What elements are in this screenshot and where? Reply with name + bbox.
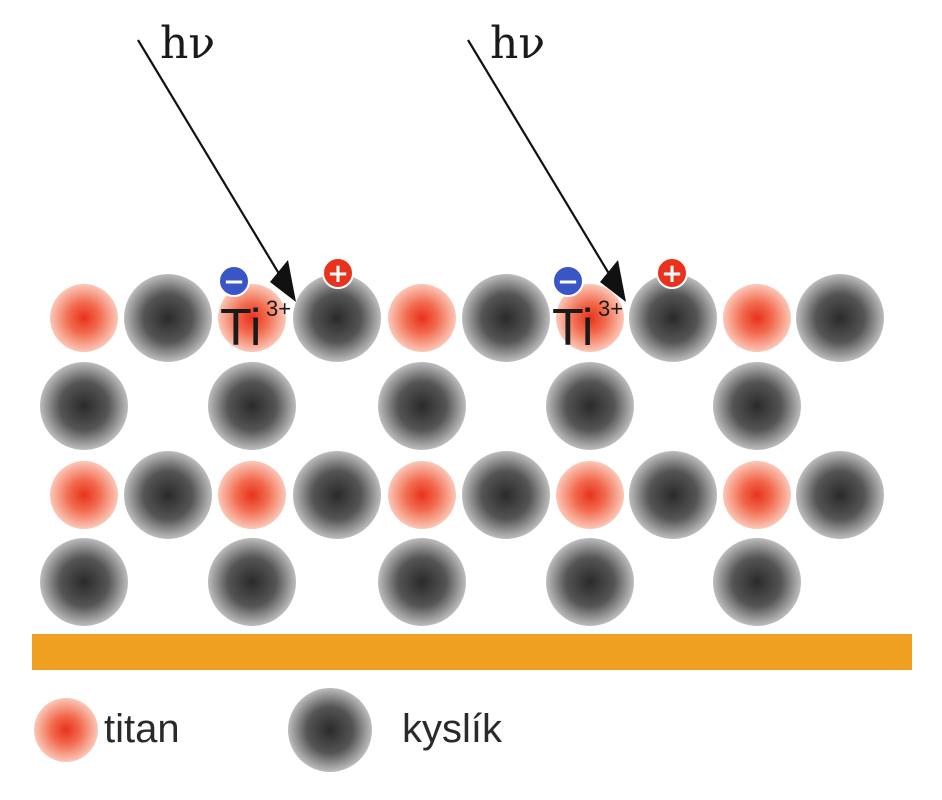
photon-arrowhead-right (600, 260, 626, 302)
titanium-atom (723, 284, 791, 352)
oxygen-atom (713, 362, 801, 450)
titanium-atom (50, 284, 118, 352)
titanium-atom (388, 284, 456, 352)
electron-marker-right: − (552, 265, 584, 297)
oxygen-atom (208, 362, 296, 450)
titanium-atom (50, 461, 118, 529)
atom-row-2 (40, 362, 801, 450)
electron-sign: − (223, 267, 245, 297)
electron-marker-left: − (218, 265, 250, 297)
titanium-atom (556, 284, 624, 352)
oxygen-atom (713, 538, 801, 626)
photon-arrow-left (137, 39, 291, 293)
photon-arrowhead-left (270, 260, 296, 302)
oxygen-atom (208, 538, 296, 626)
hole-sign: + (661, 259, 683, 289)
oxygen-atom (40, 538, 128, 626)
titanium-atom (388, 461, 456, 529)
legend-titanium-swatch (34, 698, 98, 762)
oxygen-atom (378, 362, 466, 450)
hole-marker-right: + (656, 257, 688, 289)
oxygen-atom (796, 451, 884, 539)
hole-marker-left: + (322, 257, 354, 289)
substrate-layer (32, 634, 912, 670)
titanium-atom (556, 461, 624, 529)
oxygen-atom (796, 274, 884, 362)
oxygen-atom (546, 362, 634, 450)
oxygen-atom (629, 451, 717, 539)
atom-row-3 (50, 451, 884, 539)
titanium-atom (218, 284, 286, 352)
photon-arrow-right (467, 39, 621, 293)
titanium-atom (218, 461, 286, 529)
titanium-atom (723, 461, 791, 529)
legend-titanium-label: titan (104, 707, 180, 751)
oxygen-atom (124, 274, 212, 362)
oxygen-atom (546, 538, 634, 626)
oxygen-atom (124, 451, 212, 539)
atom-row-4 (40, 538, 801, 626)
oxygen-atom (629, 274, 717, 362)
oxygen-atom (378, 538, 466, 626)
photon-label-right: hν (490, 18, 545, 69)
oxygen-atom (462, 451, 550, 539)
oxygen-atom (40, 362, 128, 450)
legend: titan kyslík (34, 688, 503, 772)
hole-sign: + (327, 259, 349, 289)
ti-ion-label-left: Ti (220, 299, 261, 357)
surface-atom-row (50, 274, 884, 362)
oxygen-atom (293, 451, 381, 539)
oxygen-atom (462, 274, 550, 362)
ti-ion-charge-left: 3+ (266, 296, 291, 321)
oxygen-atom (293, 274, 381, 362)
legend-oxygen-swatch (288, 688, 372, 772)
ti-ion-label-right: Ti (552, 299, 593, 357)
electron-sign: − (557, 267, 579, 297)
photon-label-left: hν (160, 18, 215, 69)
legend-oxygen-label: kyslík (402, 707, 503, 751)
ti-ion-charge-right: 3+ (598, 296, 623, 321)
